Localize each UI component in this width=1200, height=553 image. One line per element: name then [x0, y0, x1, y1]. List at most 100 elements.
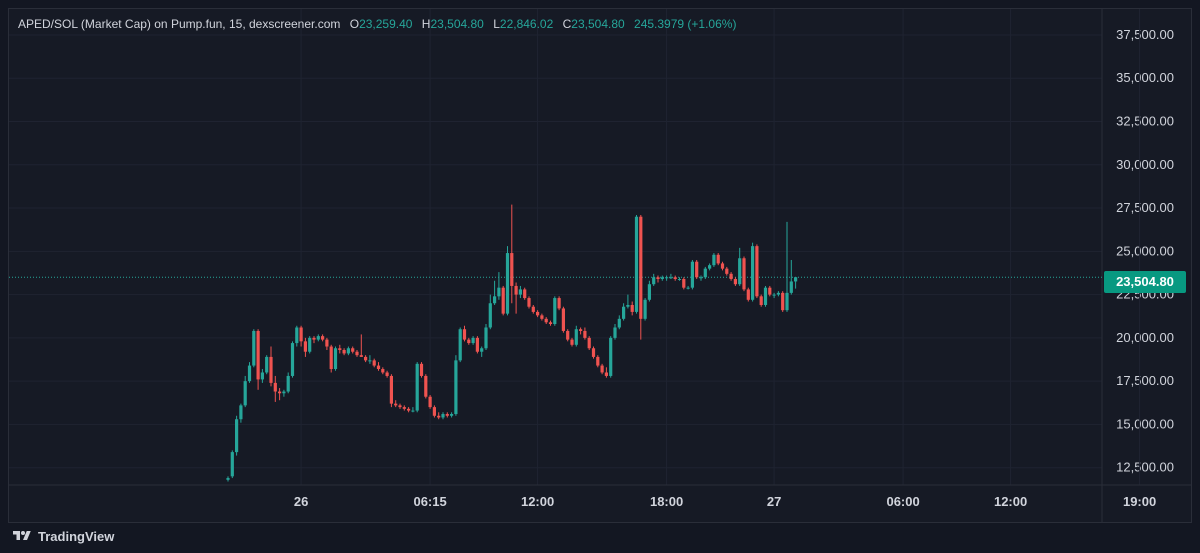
candle-down: [312, 337, 316, 340]
candle-down: [467, 339, 471, 344]
candle-down: [527, 298, 531, 307]
candle-down: [359, 355, 363, 357]
x-tick-label: 12:00: [994, 494, 1027, 509]
candle-down: [742, 258, 746, 290]
candle-up: [751, 246, 755, 300]
chart-panel[interactable]: [8, 8, 1192, 523]
candle-up: [484, 327, 488, 349]
candle-up: [652, 277, 656, 285]
candle-down: [256, 330, 260, 380]
candle-down: [583, 330, 587, 338]
candle-up: [669, 277, 673, 279]
candle-up: [471, 337, 475, 344]
candle-up: [703, 268, 707, 278]
candle-down: [501, 287, 505, 314]
candle-down: [381, 369, 385, 373]
y-tick-label: 15,000.00: [1116, 416, 1174, 431]
candle-down: [321, 336, 325, 340]
candle-down: [531, 306, 535, 312]
candle-down: [540, 315, 544, 319]
candle-down: [591, 348, 596, 357]
candle-down: [639, 216, 643, 319]
candle-up: [368, 360, 372, 362]
candle-down: [733, 279, 737, 285]
candle-up: [665, 277, 669, 279]
candle-up: [316, 336, 320, 340]
candle-down: [523, 289, 527, 299]
y-tick-label: 27,500.00: [1116, 200, 1174, 215]
candle-down: [566, 330, 570, 340]
candle-down: [596, 356, 600, 366]
candle-up: [613, 327, 617, 338]
candle-down: [376, 365, 381, 370]
candle-down: [299, 327, 303, 342]
candle-up: [518, 289, 522, 295]
candle-down: [428, 396, 432, 408]
candle-down: [570, 339, 574, 345]
candle-up: [574, 329, 578, 345]
candle-down: [437, 415, 441, 418]
candle-down: [604, 372, 608, 376]
candle-up: [260, 372, 264, 380]
candle-up: [252, 330, 256, 366]
candle-down: [325, 339, 329, 347]
candle-down: [424, 375, 428, 397]
candle-up: [247, 365, 252, 382]
candle-up: [553, 298, 557, 325]
y-tick-label: 35,000.00: [1116, 70, 1174, 85]
candle-down: [682, 279, 686, 288]
candle-down: [342, 349, 346, 354]
last-price-tag: 23,504.80: [1104, 271, 1186, 293]
y-tick-label: 37,500.00: [1116, 27, 1174, 42]
candle-down: [544, 318, 548, 323]
candle-up: [738, 258, 742, 285]
candle-up: [265, 356, 269, 373]
candle-down: [419, 363, 424, 376]
candle-up: [634, 216, 639, 312]
candle-up: [794, 277, 798, 282]
candle-down: [462, 329, 467, 340]
candle-down: [407, 408, 411, 411]
candle-down: [656, 277, 660, 280]
candle-down: [716, 254, 720, 264]
candle-up: [226, 478, 230, 480]
candle-up: [699, 277, 703, 279]
candle-down: [746, 289, 750, 300]
candle-down: [398, 405, 402, 408]
candle-down: [557, 298, 561, 309]
candle-down: [768, 287, 772, 295]
candle-down: [729, 273, 733, 280]
legend-change: 245.3979 (+1.06%): [634, 17, 737, 31]
candle-up: [772, 294, 776, 296]
candle-down: [303, 341, 307, 352]
legend-low-key: L: [493, 17, 500, 31]
candle-up: [690, 261, 694, 288]
candle-up: [239, 405, 243, 420]
candle-down: [759, 296, 763, 305]
candle-down: [587, 337, 591, 349]
legend-close: 23,504.80: [571, 17, 625, 31]
candle-down: [510, 253, 514, 286]
tradingview-footer[interactable]: TradingView: [12, 526, 114, 546]
candle-up: [647, 284, 651, 300]
candle-up: [763, 287, 768, 305]
candle-up: [776, 292, 780, 295]
candle-down: [445, 414, 449, 416]
candle-down: [514, 285, 518, 295]
candle-down: [561, 308, 565, 331]
candle-down: [364, 356, 368, 361]
candle-up: [785, 292, 789, 311]
candle-up: [643, 299, 647, 319]
candle-up: [230, 452, 234, 477]
candle-up: [505, 253, 510, 314]
y-tick-label: 32,500.00: [1116, 114, 1174, 129]
candle-down: [673, 277, 677, 280]
y-tick-label: 20,000.00: [1116, 330, 1174, 345]
y-tick-label: 30,000.00: [1116, 157, 1174, 172]
chart-legend: APED/SOL (Market Cap) on Pump.fun, 15, d…: [18, 17, 736, 31]
candle-up: [480, 348, 484, 352]
candle-up: [622, 306, 626, 319]
candle-down: [402, 407, 406, 409]
x-tick-label: 12:00: [521, 494, 554, 509]
